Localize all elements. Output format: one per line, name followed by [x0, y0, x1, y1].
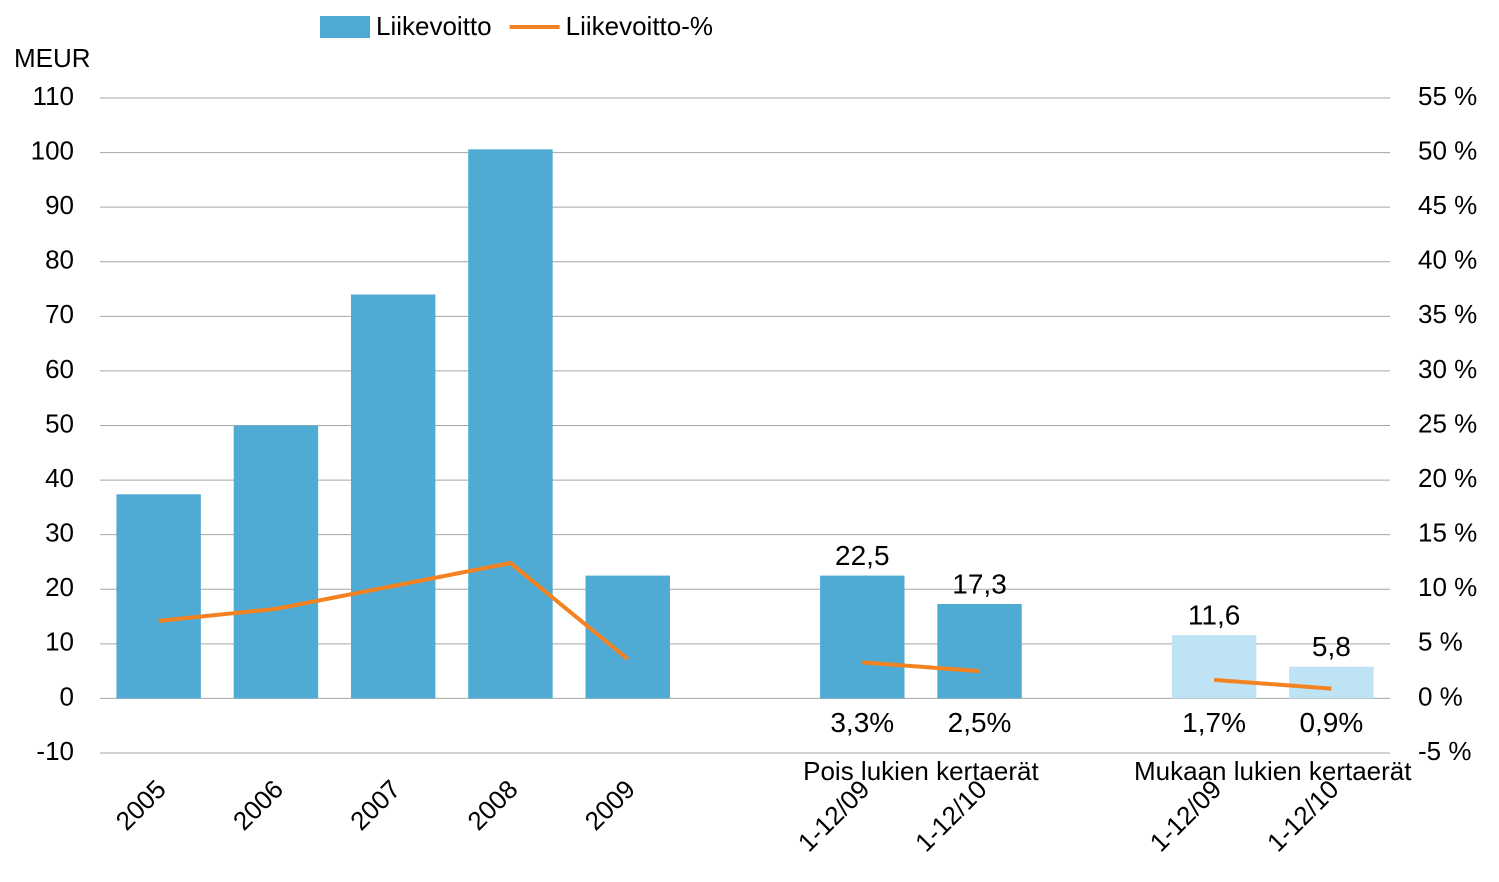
y-axis-label: MEUR [14, 43, 91, 73]
data-label: 5,8 [1312, 631, 1351, 662]
group-label: Pois lukien kertaerät [803, 756, 1039, 786]
bar [468, 149, 553, 699]
data-label: 3,3% [830, 707, 894, 738]
data-label: 2,5% [948, 707, 1012, 738]
x-tick-label: 2009 [579, 774, 641, 836]
legend-label: Liikevoitto-% [566, 11, 713, 41]
y-tick-label: 30 [45, 518, 74, 548]
y2-tick-label: 45 % [1418, 190, 1477, 220]
line [158, 560, 629, 661]
data-label: 17,3 [952, 568, 1007, 599]
y2-tick-label: 40 % [1418, 245, 1477, 275]
y-tick-label: -10 [36, 736, 74, 766]
y-tick-label: 90 [45, 190, 74, 220]
x-tick-label: 2007 [344, 774, 406, 836]
line [1213, 677, 1332, 691]
y2-tick-label: -5 % [1418, 736, 1471, 766]
x-tick-label: 1-12/10 [909, 774, 993, 858]
y2-tick-label: 55 % [1418, 81, 1477, 111]
data-label: 0,9% [1299, 707, 1363, 738]
y2-tick-label: 20 % [1418, 463, 1477, 493]
y-tick-label: 40 [45, 463, 74, 493]
y-tick-label: 20 [45, 572, 74, 602]
x-tick-label: 2006 [227, 774, 289, 836]
y2-tick-label: 5 % [1418, 627, 1463, 657]
group-label: Mukaan lukien kertaerät [1134, 756, 1412, 786]
y2-tick-label: 50 % [1418, 135, 1477, 165]
legend-swatch [320, 16, 370, 38]
bar [937, 603, 1022, 699]
bar [350, 294, 436, 699]
x-tick-label: 1-12/10 [1261, 774, 1345, 858]
bar [116, 494, 201, 699]
y-tick-label: 60 [45, 354, 74, 384]
y-tick-label: 80 [45, 245, 74, 275]
data-label: 22,5 [835, 540, 890, 571]
y-tick-label: 110 [33, 81, 74, 111]
y2-tick-label: 10 % [1418, 572, 1477, 602]
data-label: 1,7% [1182, 707, 1246, 738]
bar [233, 425, 319, 699]
x-tick-label: 1-12/09 [1144, 774, 1228, 858]
x-tick-label: 2008 [461, 774, 523, 836]
x-tick-label: 2005 [110, 774, 172, 836]
bar [1289, 666, 1374, 699]
y2-tick-label: 15 % [1418, 518, 1477, 548]
line [862, 660, 980, 674]
y2-tick-label: 0 % [1418, 681, 1463, 711]
legend-label: Liikevoitto [376, 11, 492, 41]
bar [820, 575, 905, 699]
y-tick-label: 50 [45, 408, 74, 438]
y2-tick-label: 25 % [1418, 408, 1477, 438]
y2-tick-label: 35 % [1418, 299, 1477, 329]
bar [1171, 635, 1257, 699]
y2-tick-label: 30 % [1418, 354, 1477, 384]
y-tick-label: 100 [31, 135, 74, 165]
y-tick-label: 70 [45, 299, 74, 329]
y-tick-label: 10 [45, 627, 74, 657]
data-label: 11,6 [1188, 599, 1240, 630]
y-tick-label: 0 [60, 681, 74, 711]
x-tick-label: 1-12/09 [792, 774, 876, 858]
